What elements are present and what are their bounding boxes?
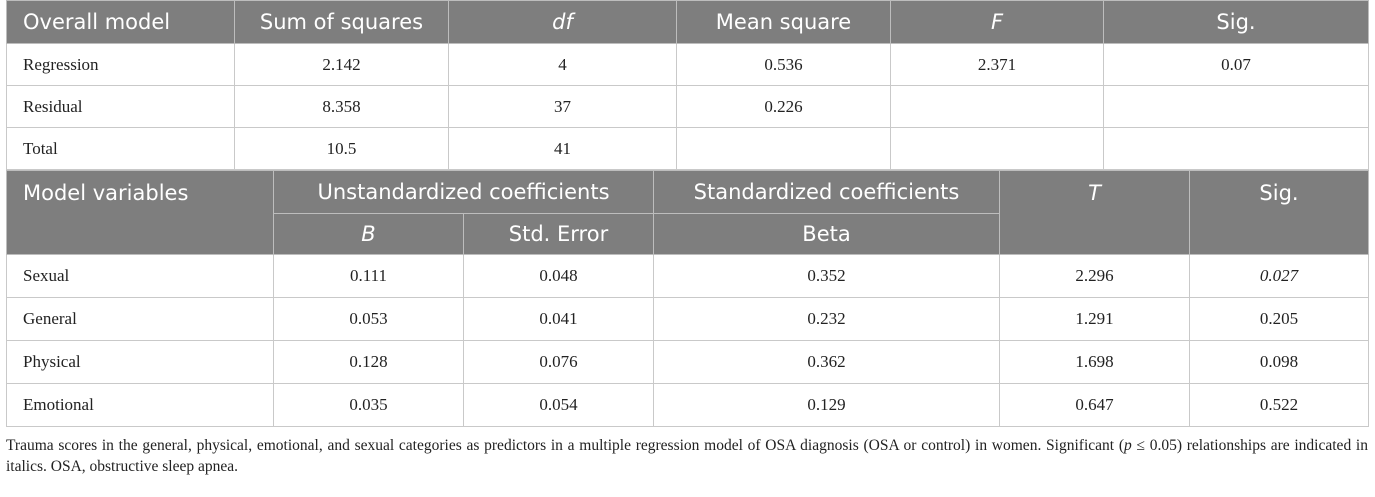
overall-model-table: Overall model Sum of squares df Mean squ… (6, 0, 1369, 170)
cell-beta: 0.362 (653, 340, 1001, 384)
row-label: Sexual (6, 254, 274, 298)
cell-sig: 0.522 (1189, 383, 1370, 427)
cell-sig (1103, 127, 1369, 170)
row-label: Residual (6, 85, 235, 128)
cell-sig: 0.098 (1189, 340, 1370, 384)
cell-df: 41 (448, 127, 677, 170)
cell-b: 0.053 (273, 297, 464, 341)
row-label: Total (6, 127, 235, 170)
results-tables: Overall model Sum of squares df Mean squ… (6, 0, 1370, 477)
cell-f (890, 85, 1104, 128)
model-variables-header-row: Model variables Unstandardized coefficie… (6, 170, 1370, 255)
cell-beta: 0.232 (653, 297, 1001, 341)
model-variables-table: Model variables Unstandardized coefficie… (6, 170, 1370, 427)
model-variables-subheader-row: B Std. Error Beta (7, 213, 1369, 255)
cell-b: 0.111 (273, 254, 464, 298)
cell-sum-of-squares: 2.142 (234, 43, 449, 86)
table-row: Physical 0.128 0.076 0.362 1.698 0.098 (6, 340, 1370, 384)
cell-df: 37 (448, 85, 677, 128)
cell-beta: 0.129 (653, 383, 1001, 427)
header-std-error: Std. Error (462, 213, 655, 255)
overall-model-header-row: Overall model Sum of squares df Mean squ… (6, 0, 1369, 44)
cell-sum-of-squares: 10.5 (234, 127, 449, 170)
cell-sig (1103, 85, 1369, 128)
header-sig: Sig. (1189, 170, 1370, 255)
header-t: T (999, 170, 1191, 255)
cell-mean-square: 0.536 (676, 43, 891, 86)
table-row: Regression 2.142 4 0.536 2.371 0.07 (6, 43, 1369, 86)
cell-sig: 0.205 (1189, 297, 1370, 341)
cell-std-error: 0.054 (462, 383, 655, 427)
header-model-variables: Model variables (6, 170, 274, 255)
cell-sig: 0.027 (1189, 254, 1370, 298)
cell-sum-of-squares: 8.358 (234, 85, 449, 128)
footnote-text-1: Trauma scores in the general, physical, … (6, 437, 1124, 454)
cell-f (890, 127, 1104, 170)
cell-f: 2.371 (890, 43, 1104, 86)
table-row: Sexual 0.111 0.048 0.352 2.296 0.027 (6, 254, 1370, 298)
cell-std-error: 0.076 (462, 340, 655, 384)
header-beta: Beta (653, 213, 1001, 255)
cell-t: 1.698 (999, 340, 1191, 384)
header-standardized: Standardized coefficients (653, 170, 1001, 214)
footnote-text-2: ≤ 0.05) relationships are indicated in i… (6, 437, 1368, 475)
header-b: B (273, 213, 464, 255)
cell-t: 1.291 (999, 297, 1191, 341)
cell-b: 0.035 (273, 383, 464, 427)
row-label: Emotional (6, 383, 274, 427)
table-row: Total 10.5 41 (6, 127, 1369, 170)
cell-mean-square (676, 127, 891, 170)
header-overall-model: Overall model (6, 0, 235, 44)
header-unstandardized: Unstandardized coefficients (272, 170, 655, 214)
cell-t: 2.296 (999, 254, 1191, 298)
row-label: General (6, 297, 274, 341)
table-row: Residual 8.358 37 0.226 (6, 85, 1369, 128)
row-label: Regression (6, 43, 235, 86)
table-row: General 0.053 0.041 0.232 1.291 0.205 (6, 297, 1370, 341)
row-label: Physical (6, 340, 274, 384)
header-df: df (448, 0, 677, 44)
cell-std-error: 0.048 (462, 254, 655, 298)
header-sig: Sig. (1103, 0, 1369, 44)
cell-std-error: 0.041 (462, 297, 655, 341)
cell-beta: 0.352 (653, 254, 1001, 298)
cell-mean-square: 0.226 (676, 85, 891, 128)
cell-b: 0.128 (273, 340, 464, 384)
header-f: F (890, 0, 1104, 44)
footnote-p: p (1123, 437, 1132, 454)
header-sum-of-squares: Sum of squares (234, 0, 449, 44)
table-row: Emotional 0.035 0.054 0.129 0.647 0.522 (6, 383, 1370, 427)
cell-t: 0.647 (999, 383, 1191, 427)
cell-df: 4 (448, 43, 677, 86)
cell-sig: 0.07 (1103, 43, 1369, 86)
table-footnote: Trauma scores in the general, physical, … (6, 435, 1368, 477)
header-mean-square: Mean square (676, 0, 891, 44)
